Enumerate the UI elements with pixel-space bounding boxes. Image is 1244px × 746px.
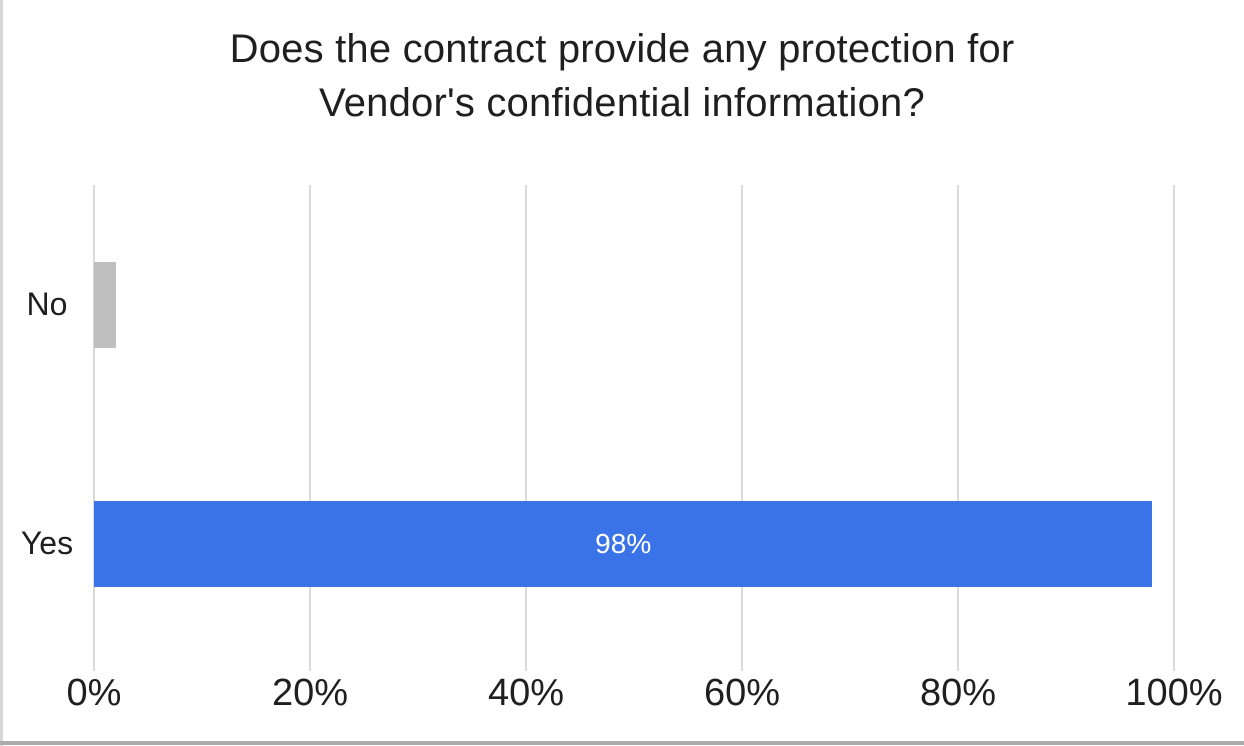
x-tick-label: 60% bbox=[703, 672, 781, 714]
bars: 98% bbox=[94, 185, 1174, 663]
gridline bbox=[525, 185, 527, 671]
bar-no bbox=[94, 261, 116, 348]
chart-title-line-2: Vendor's confidential information? bbox=[319, 81, 925, 125]
plot-area: 98% bbox=[93, 185, 1175, 671]
bar-row-yes: 98% bbox=[94, 424, 1174, 663]
x-tick-label: 80% bbox=[919, 672, 997, 714]
category-label-yes: Yes bbox=[20, 525, 74, 561]
x-tick-label: 0% bbox=[66, 672, 122, 714]
bar-row-no bbox=[94, 185, 1174, 424]
gridline bbox=[741, 185, 743, 671]
gridline bbox=[957, 185, 959, 671]
chart-title: Does the contract provide any protection… bbox=[0, 22, 1244, 130]
x-tick-label: 40% bbox=[487, 672, 565, 714]
category-label-no: No bbox=[26, 286, 68, 322]
x-tick-label: 20% bbox=[271, 672, 349, 714]
gridline bbox=[93, 185, 95, 671]
category-labels: No Yes bbox=[0, 185, 94, 663]
gridline bbox=[1173, 185, 1175, 671]
bar-yes: 98% bbox=[94, 500, 1153, 587]
chart-title-line-1: Does the contract provide any protection… bbox=[229, 27, 1015, 71]
window-bottom-border bbox=[0, 741, 1244, 745]
data-label-yes: 98% bbox=[595, 527, 652, 559]
gridline bbox=[309, 185, 311, 671]
x-axis-labels: 0% 20% 40% 60% 80% 100% bbox=[67, 672, 1223, 718]
x-tick-label: 100% bbox=[1125, 672, 1223, 714]
window-left-border bbox=[0, 0, 3, 746]
